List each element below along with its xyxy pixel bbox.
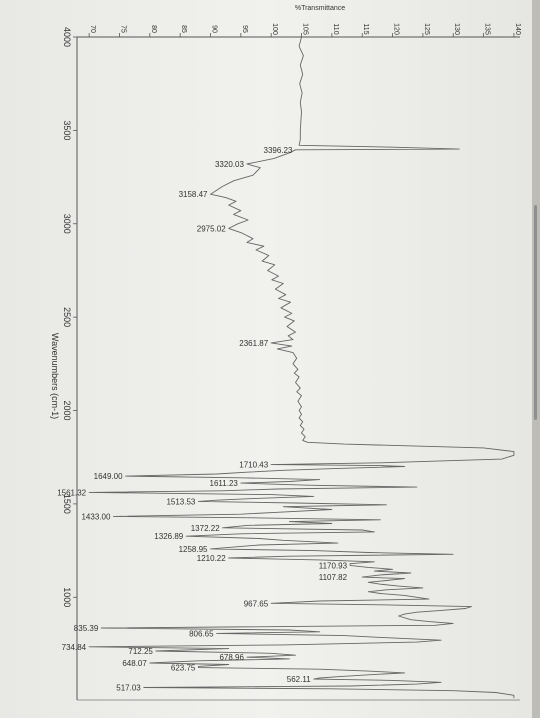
peak-label: 3396.23 xyxy=(264,146,293,155)
y-tick-label: 120 xyxy=(393,23,400,35)
peak-label: 1561.32 xyxy=(57,488,86,497)
peak-label: 835.39 xyxy=(74,624,99,633)
peak-label: 806.65 xyxy=(189,629,214,638)
peak-label: 678.96 xyxy=(219,653,244,662)
peak-label: 2975.02 xyxy=(197,224,226,233)
spectrum-line xyxy=(88,36,515,699)
peak-label: 712.25 xyxy=(128,647,153,656)
x-tick-label: 4000 xyxy=(62,27,72,47)
y-tick-label: 80 xyxy=(150,25,157,33)
peak-label: 562.11 xyxy=(287,675,311,684)
y-tick-label: 130 xyxy=(453,23,460,35)
y-tick-label: 90 xyxy=(211,25,218,33)
y-axis-label: %Transmittance xyxy=(295,5,345,12)
y-tick-label: 70 xyxy=(89,25,96,33)
y-tick-label: 110 xyxy=(332,23,339,34)
y-tick-label: 140 xyxy=(514,23,521,35)
peak-label: 1372.22 xyxy=(191,524,220,533)
peak-labels: 3396.23 3320.03 3158.47 2975.02 2361.87 1710.… xyxy=(57,146,347,693)
peak-label: 1710.43 xyxy=(239,461,268,470)
peak-label: 1258.95 xyxy=(179,545,208,554)
peak-label: 2361.87 xyxy=(239,339,268,348)
y-tick-label: 100 xyxy=(271,23,278,35)
y-tick-label: 85 xyxy=(180,25,187,33)
peak-label: 648.07 xyxy=(122,659,147,668)
peak-label: 1649.00 xyxy=(94,472,123,481)
x-tick-label: 1500 xyxy=(62,494,72,514)
x-axis-label: Wavenumbers (cm-1) xyxy=(50,333,60,419)
x-tick-label: 2500 xyxy=(62,307,72,327)
wavenumber-axis: 4000 3500 3000 2500 2000 1500 1000 xyxy=(62,27,77,607)
y-tick-label: 105 xyxy=(302,23,309,35)
peak-label: 1326.89 xyxy=(154,532,183,541)
y-tick-label: 125 xyxy=(423,23,430,35)
spectrum-series xyxy=(88,36,515,699)
y-tick-label: 135 xyxy=(484,23,491,35)
peak-label: 517.03 xyxy=(116,683,141,692)
peak-label: 1107.82 xyxy=(319,573,348,582)
peak-label: 1210.22 xyxy=(197,554,226,563)
peak-label: 734.84 xyxy=(62,643,87,652)
peak-label: 623.75 xyxy=(171,664,196,673)
peak-label: 967.65 xyxy=(244,599,269,608)
peak-label: 3320.03 xyxy=(215,160,244,169)
x-tick-label: 2000 xyxy=(62,401,72,421)
y-tick-label: 75 xyxy=(119,25,126,33)
x-tick-label: 3500 xyxy=(62,120,72,140)
y-tick-label: 95 xyxy=(241,25,248,33)
peak-label: 1170.93 xyxy=(319,561,348,570)
x-tick-label: 1000 xyxy=(62,587,72,607)
plot-frame xyxy=(76,36,520,701)
peak-label: 3158.47 xyxy=(179,190,208,199)
peak-label: 1513.53 xyxy=(166,497,195,506)
scroll-indicator xyxy=(534,205,537,420)
x-tick-label: 3000 xyxy=(62,214,72,234)
peak-label: 1611.23 xyxy=(210,479,239,488)
transmittance-axis: 70 75 80 85 90 95 100 105 110 115 120 125 130 135 140 xyxy=(88,23,521,37)
y-tick-label: 115 xyxy=(362,23,369,34)
peak-label: 1433.00 xyxy=(81,512,110,521)
